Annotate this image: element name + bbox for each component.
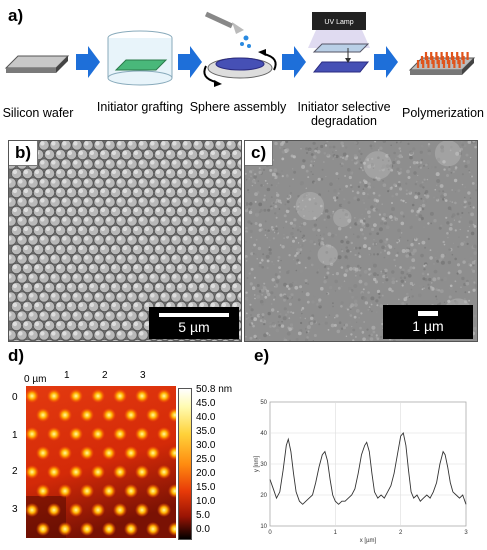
sphere-assembly-icon [203,11,277,87]
afm-y-tick: 1 [12,430,18,441]
uv-lamp-icon [308,12,370,73]
step-label-initiator-grafting: Initiator grafting [96,100,184,114]
polymer-brush-icon [408,52,476,75]
colorbar-label: 45.0 [196,398,216,409]
scale-bar-c: 1 µm [383,305,473,339]
afm-unit-label: 0 µm [24,374,47,385]
step-label-silicon-wafer: Silicon wafer [2,106,74,120]
afm-colorbar [178,388,192,540]
panel-c-label: c) [245,141,274,166]
colorbar-label: 30.0 [196,440,216,451]
colorbar-label: 10.0 [196,496,216,507]
afm-x-tick: 1 [64,370,70,381]
process-schematic: UV Lamp [4,11,476,87]
afm-colorbar-labels: 50.8 nm 45.0 40.0 35.0 30.0 25.0 20.0 15… [196,384,246,544]
silicon-wafer-icon [4,55,70,73]
scale-label-c: 1 µm [412,318,444,334]
afm-y-tick: 0 [12,392,18,403]
colorbar-label: 15.0 [196,482,216,493]
height-profile-chart: 10 20 30 40 50 0 1 2 3 x [µm] y [nm] [254,400,468,544]
colorbar-label: 20.0 [196,468,216,479]
colorbar-label: 5.0 [196,510,210,521]
colorbar-label: 35.0 [196,426,216,437]
y-tick-label: 20 [260,493,267,499]
colorbar-label: 50.8 nm [196,384,233,395]
afm-y-tick: 3 [12,504,18,515]
panel-e-label: e) [254,346,270,365]
arrow-icon [282,46,306,78]
scale-bar-b: 5 µm [149,307,239,339]
afm-height-map [26,386,176,538]
x-tick-label: 1 [334,530,338,536]
panel-a-label: a) [8,6,24,25]
y-axis-label: y [nm] [254,456,260,473]
y-tick-label: 10 [260,524,267,530]
arrow-icon [374,46,398,78]
afm-x-tick: 2 [102,370,108,381]
x-tick-label: 2 [399,530,403,536]
profile-line [269,432,467,505]
step-label-polymerization: Polymerization [402,106,484,120]
colorbar-label: 0.0 [196,524,210,535]
panel-d-label: d) [8,346,25,365]
afm-x-tick: 3 [140,370,146,381]
scale-label-b: 5 µm [178,319,210,335]
sem-image-spheres: b) 5 µm [8,140,242,342]
y-tick-label: 50 [260,400,267,406]
x-tick-label: 3 [464,530,468,536]
step-label-initiator-degradation: Initiator selective degradation [297,100,391,128]
sem-image-surface: c) 1 µm [244,140,478,342]
x-axis-label: x [µm] [360,538,377,544]
x-tick-label: 0 [268,530,272,536]
beaker-icon [107,30,173,86]
colorbar-label: 40.0 [196,412,216,423]
panel-b-label: b) [9,141,39,166]
arrow-icon [76,46,100,78]
y-tick-label: 40 [260,431,267,437]
uv-lamp-label: UV Lamp [324,19,353,26]
step-label-sphere-assembly: Sphere assembly [189,100,287,114]
arrow-icon [178,46,202,78]
y-tick-label: 30 [260,462,267,468]
afm-y-tick: 2 [12,466,18,477]
colorbar-label: 25.0 [196,454,216,465]
